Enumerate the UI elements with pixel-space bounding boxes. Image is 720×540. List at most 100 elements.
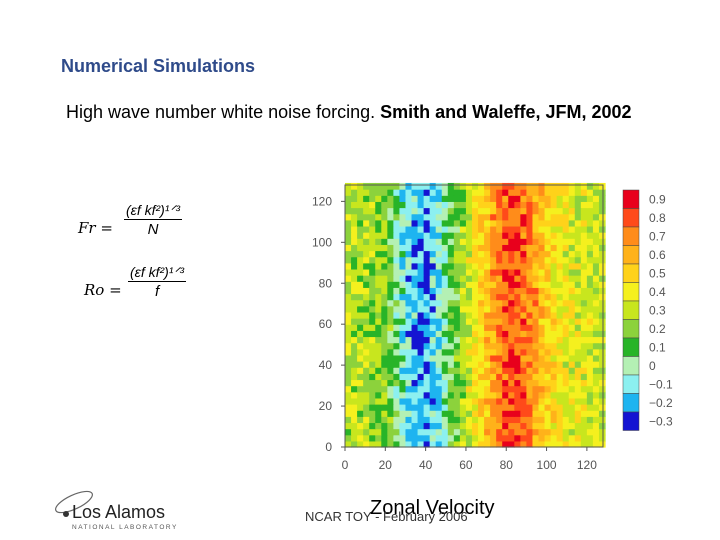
- field-cell: [363, 207, 370, 215]
- field-cell: [586, 275, 594, 282]
- field-cell: [568, 330, 576, 338]
- field-cell: [592, 238, 600, 245]
- field-cell: [453, 422, 461, 430]
- field-cell: [538, 250, 546, 258]
- field-cell: [490, 182, 497, 190]
- field-cell: [478, 262, 485, 270]
- field-cell: [538, 428, 546, 436]
- field-cell: [465, 262, 473, 270]
- field-cell: [580, 201, 588, 209]
- field-cell: [417, 324, 425, 331]
- field-cell: [369, 324, 376, 331]
- field-cell: [544, 201, 552, 209]
- field-cell: [393, 391, 401, 399]
- field-cell: [574, 410, 582, 417]
- field-cell: [592, 232, 600, 239]
- field-cell: [393, 336, 401, 344]
- field-cell: [453, 275, 461, 282]
- field-cell: [508, 330, 515, 338]
- field-cell: [562, 410, 570, 417]
- field-cell: [526, 318, 534, 325]
- field-cell: [562, 232, 570, 239]
- field-cell: [423, 299, 431, 307]
- field-cell: [592, 404, 600, 411]
- field-cell: [490, 385, 497, 393]
- field-cell: [471, 410, 479, 417]
- field-cell: [538, 410, 546, 417]
- field-cell: [538, 385, 546, 393]
- field-cell: [514, 232, 521, 239]
- field-cell: [447, 318, 455, 325]
- field-cell: [532, 299, 540, 307]
- field-cell: [351, 256, 358, 264]
- field-cell: [351, 379, 358, 387]
- field-cell: [544, 440, 552, 448]
- field-cell: [478, 207, 485, 215]
- field-cell: [435, 404, 443, 411]
- field-cell: [405, 287, 413, 295]
- field-cell: [417, 373, 425, 381]
- field-cell: [381, 324, 388, 331]
- field-cell: [598, 189, 606, 196]
- field-cell: [429, 354, 437, 362]
- field-cell: [508, 201, 515, 209]
- field-cell: [568, 232, 576, 239]
- field-cell: [429, 281, 437, 288]
- field-cell: [471, 287, 479, 295]
- field-cell: [351, 361, 358, 368]
- field-cell: [484, 373, 491, 381]
- field-cell: [574, 434, 582, 442]
- field-cell: [393, 434, 401, 442]
- field-cell: [580, 207, 588, 215]
- field-cell: [441, 256, 449, 264]
- field-cell: [447, 268, 455, 276]
- field-cell: [387, 373, 394, 381]
- field-cell: [399, 305, 407, 313]
- field-cell: [550, 293, 558, 301]
- field-cell: [574, 397, 582, 405]
- field-cell: [381, 232, 388, 239]
- field-cell: [484, 305, 491, 313]
- colorbar-swatch: [622, 189, 640, 209]
- field-cell: [393, 268, 401, 276]
- field-cell: [580, 397, 588, 405]
- field-cell: [459, 311, 467, 319]
- field-cell: [514, 311, 521, 319]
- field-cell: [568, 311, 576, 319]
- field-cell: [490, 311, 497, 319]
- field-cell: [453, 379, 461, 387]
- field-cell: [453, 250, 461, 258]
- field-cell: [417, 354, 425, 362]
- field-cell: [586, 354, 594, 362]
- colorbar-swatch: [622, 282, 640, 302]
- field-cell: [574, 238, 582, 245]
- field-cell: [423, 318, 431, 325]
- field-cell: [357, 361, 364, 368]
- field-cell: [459, 428, 467, 436]
- field-cell: [447, 299, 455, 307]
- field-cell: [484, 232, 491, 239]
- field-cell: [471, 201, 479, 209]
- field-cell: [544, 318, 552, 325]
- logo-subtitle: NATIONAL LABORATORY: [72, 524, 178, 531]
- field-cell: [586, 385, 594, 393]
- field-cell: [508, 311, 515, 319]
- field-cell: [465, 342, 473, 350]
- field-cell: [520, 232, 528, 239]
- field-cell: [399, 434, 407, 442]
- field-cell: [538, 219, 546, 227]
- field-cell: [556, 361, 564, 368]
- field-cell: [556, 336, 564, 344]
- field-cell: [363, 182, 370, 190]
- field-cell: [568, 373, 576, 381]
- field-cell: [441, 262, 449, 270]
- field-cell: [381, 195, 388, 202]
- field-cell: [550, 354, 558, 362]
- field-cell: [592, 342, 600, 350]
- field-cell: [550, 250, 558, 258]
- field-cell: [471, 385, 479, 393]
- field-cell: [562, 182, 570, 190]
- field-cell: [598, 354, 606, 362]
- field-cell: [441, 342, 449, 350]
- field-cell: [357, 324, 364, 331]
